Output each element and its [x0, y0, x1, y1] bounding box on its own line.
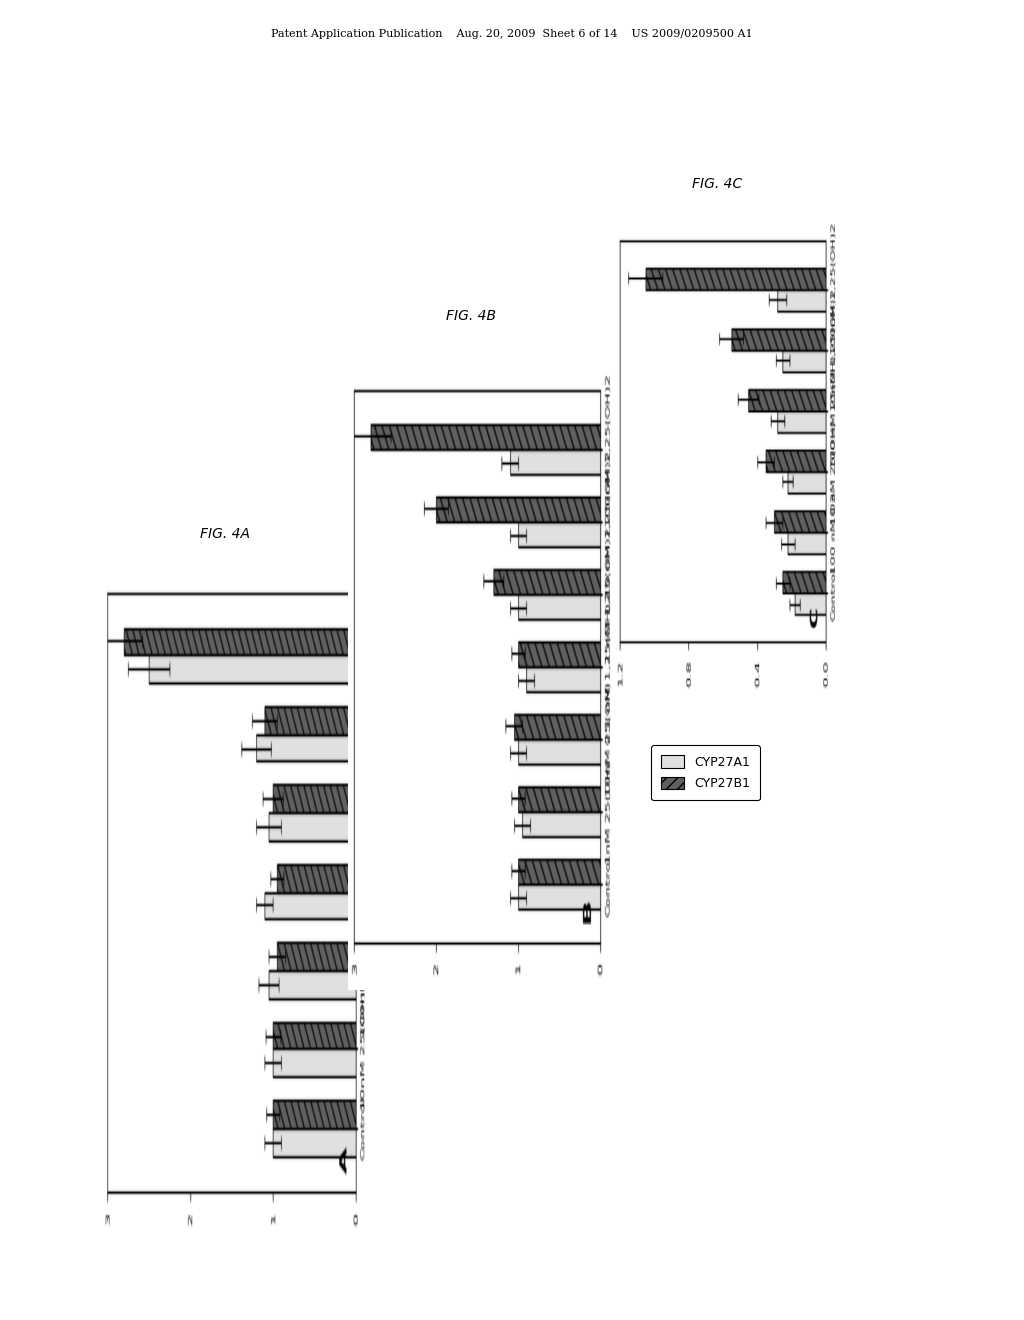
Text: FIG. 4A: FIG. 4A: [201, 527, 250, 541]
Legend: CYP27A1, CYP27B1: CYP27A1, CYP27B1: [651, 746, 760, 800]
Text: Patent Application Publication    Aug. 20, 2009  Sheet 6 of 14    US 2009/020950: Patent Application Publication Aug. 20, …: [271, 29, 753, 40]
Text: FIG. 4C: FIG. 4C: [691, 177, 742, 191]
Text: FIG. 4B: FIG. 4B: [446, 309, 496, 323]
